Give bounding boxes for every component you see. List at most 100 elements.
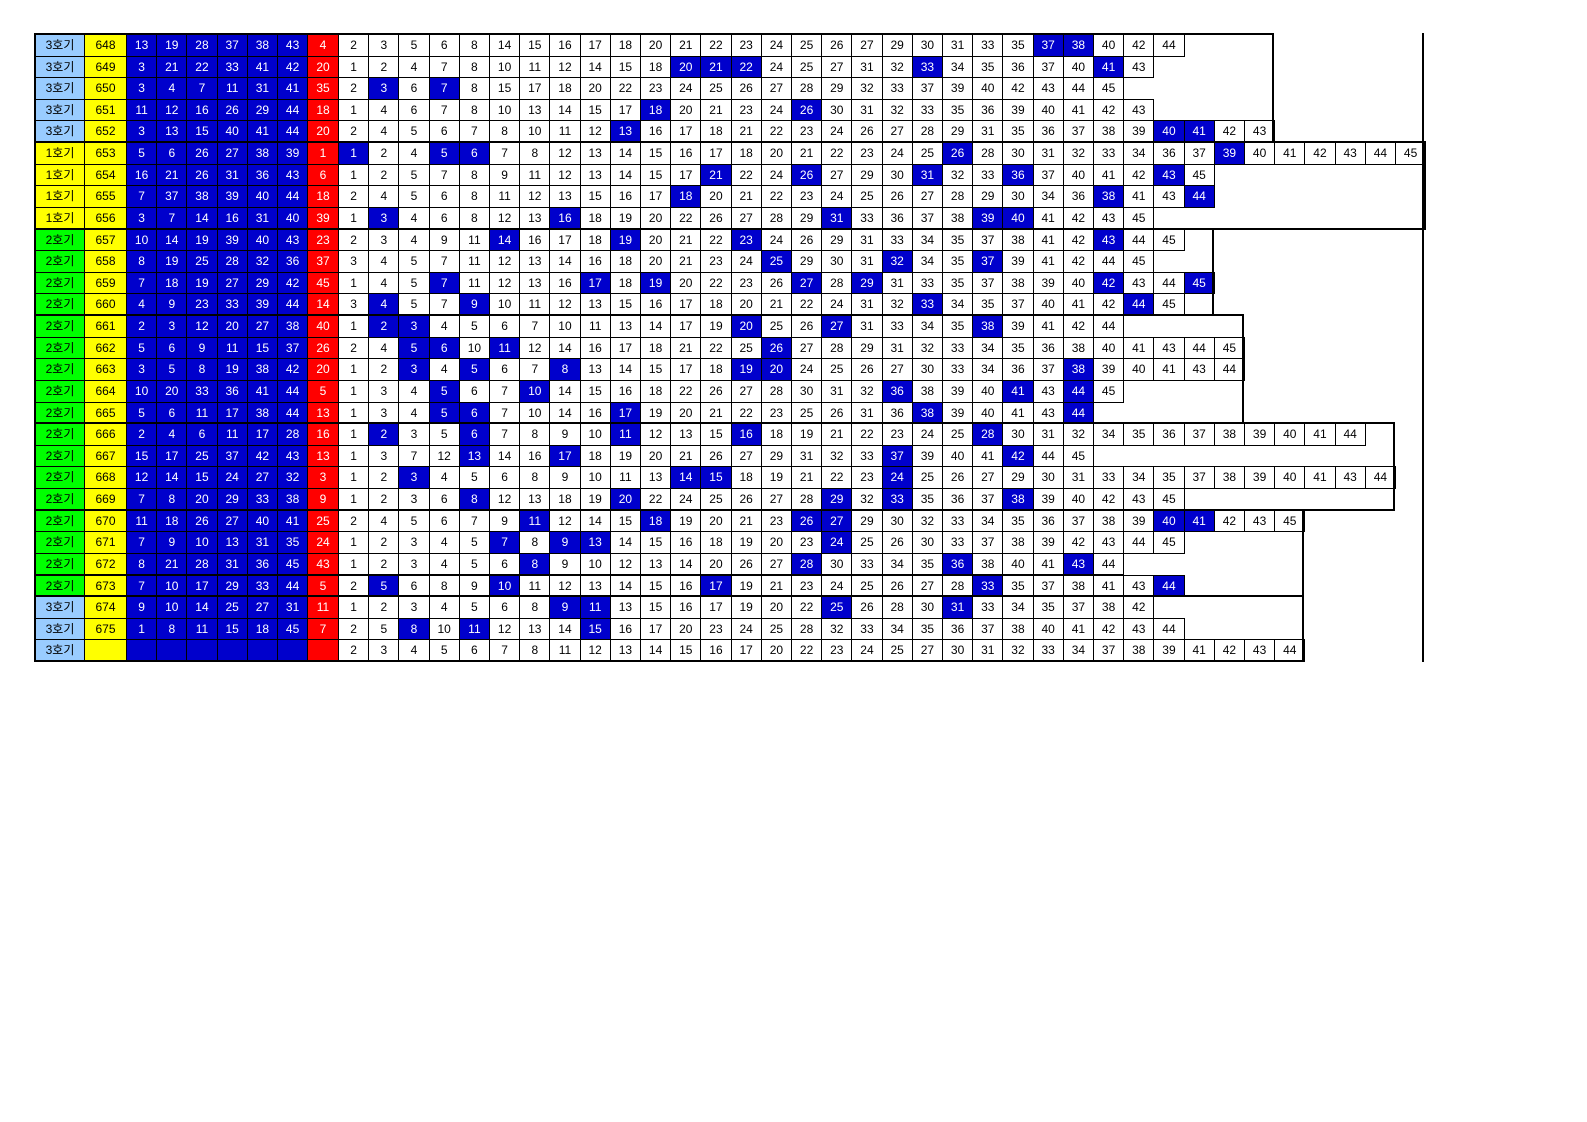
main-number-cell[interactable] [246, 639, 278, 662]
number-cell[interactable]: 39 [1002, 315, 1034, 338]
number-cell[interactable]: 43 [1123, 617, 1155, 641]
highlighted-number-cell[interactable]: 13 [609, 120, 641, 144]
number-cell[interactable]: 28 [942, 185, 974, 208]
main-number-cell[interactable]: 27 [246, 466, 278, 489]
highlighted-number-cell[interactable]: 41 [1183, 120, 1215, 144]
number-cell[interactable]: 19 [609, 206, 641, 230]
number-cell[interactable]: 32 [942, 163, 974, 187]
number-cell[interactable]: 33 [881, 77, 913, 100]
number-cell[interactable]: 42 [1062, 531, 1094, 554]
number-cell[interactable]: 15 [579, 185, 611, 208]
number-cell[interactable]: 28 [972, 142, 1004, 165]
number-cell[interactable]: 6 [458, 379, 490, 403]
number-cell[interactable]: 28 [760, 379, 792, 403]
number-cell[interactable]: 26 [881, 574, 913, 598]
highlighted-number-cell[interactable]: 39 [972, 206, 1004, 230]
highlighted-number-cell[interactable]: 11 [609, 423, 641, 446]
number-cell[interactable]: 22 [700, 228, 732, 252]
number-cell[interactable]: 41 [1032, 552, 1064, 576]
number-cell[interactable]: 35 [942, 271, 974, 295]
main-number-cell[interactable]: 29 [216, 488, 248, 511]
number-cell[interactable]: 29 [760, 444, 792, 468]
number-cell[interactable]: 13 [519, 98, 551, 122]
number-cell[interactable]: 12 [489, 250, 521, 273]
highlighted-number-cell[interactable]: 41 [1002, 379, 1034, 403]
number-cell[interactable]: 5 [458, 596, 490, 619]
number-cell[interactable]: 26 [881, 185, 913, 208]
number-cell[interactable]: 1 [338, 55, 370, 79]
number-cell[interactable]: 17 [640, 185, 672, 208]
number-cell[interactable]: 42 [1093, 488, 1125, 511]
number-cell[interactable]: 28 [821, 271, 853, 295]
number-cell[interactable]: 44 [1364, 142, 1396, 165]
number-cell[interactable]: 34 [1062, 639, 1094, 662]
number-cell[interactable]: 41 [1002, 401, 1034, 425]
number-cell[interactable]: 2 [338, 120, 370, 144]
main-number-cell[interactable]: 27 [216, 142, 248, 165]
number-cell[interactable]: 24 [821, 293, 853, 317]
number-cell[interactable]: 12 [549, 509, 581, 533]
number-cell[interactable]: 33 [1032, 639, 1064, 662]
number-cell[interactable]: 26 [730, 488, 762, 511]
main-number-cell[interactable]: 3 [126, 358, 158, 381]
number-cell[interactable]: 38 [1002, 617, 1034, 641]
main-number-cell[interactable]: 38 [246, 34, 278, 57]
number-cell[interactable]: 10 [519, 120, 551, 144]
highlighted-number-cell[interactable]: 23 [730, 228, 762, 252]
number-cell[interactable]: 11 [519, 163, 551, 187]
number-cell[interactable]: 19 [730, 574, 762, 598]
main-number-cell[interactable]: 43 [277, 444, 309, 468]
number-cell[interactable]: 32 [1062, 142, 1094, 165]
number-cell[interactable]: 22 [700, 336, 732, 360]
main-number-cell[interactable]: 15 [186, 466, 218, 489]
main-number-cell[interactable]: 21 [156, 55, 188, 79]
highlighted-number-cell[interactable]: 21 [700, 55, 732, 79]
number-cell[interactable]: 43 [1244, 120, 1276, 144]
number-cell[interactable]: 4 [398, 206, 430, 230]
number-cell[interactable]: 17 [640, 617, 672, 641]
number-cell[interactable]: 33 [942, 531, 974, 554]
number-cell[interactable]: 8 [458, 55, 490, 79]
main-number-cell[interactable]: 44 [277, 293, 309, 317]
main-number-cell[interactable]: 7 [126, 185, 158, 208]
number-cell[interactable]: 23 [791, 531, 823, 554]
number-cell[interactable]: 33 [881, 315, 913, 338]
number-cell[interactable]: 37 [1032, 358, 1064, 381]
main-number-cell[interactable]: 40 [216, 120, 248, 144]
highlighted-number-cell[interactable]: 31 [911, 163, 943, 187]
number-cell[interactable]: 25 [821, 358, 853, 381]
number-cell[interactable]: 17 [609, 336, 641, 360]
number-cell[interactable]: 13 [609, 639, 641, 662]
highlighted-number-cell[interactable]: 44 [1123, 293, 1155, 317]
number-cell[interactable]: 32 [1062, 423, 1094, 446]
number-cell[interactable]: 27 [881, 120, 913, 144]
number-cell[interactable]: 37 [972, 617, 1004, 641]
main-number-cell[interactable]: 16 [126, 163, 158, 187]
main-number-cell[interactable]: 11 [216, 423, 248, 446]
number-cell[interactable]: 22 [821, 466, 853, 489]
number-cell[interactable]: 28 [791, 488, 823, 511]
number-cell[interactable]: 16 [670, 574, 702, 598]
round-number-cell[interactable]: 669 [84, 488, 127, 511]
number-cell[interactable]: 40 [1062, 488, 1094, 511]
machine-label-cell[interactable]: 2호기 [35, 293, 85, 317]
highlighted-number-cell[interactable]: 36 [1002, 163, 1034, 187]
main-number-cell[interactable]: 14 [186, 596, 218, 619]
number-cell[interactable]: 27 [760, 552, 792, 576]
highlighted-number-cell[interactable]: 25 [821, 596, 853, 619]
number-cell[interactable]: 18 [700, 293, 732, 317]
number-cell[interactable]: 29 [791, 206, 823, 230]
number-cell[interactable]: 5 [428, 639, 460, 662]
number-cell[interactable]: 3 [338, 293, 370, 317]
number-cell[interactable]: 5 [458, 552, 490, 576]
main-number-cell[interactable]: 13 [126, 34, 158, 57]
number-cell[interactable]: 11 [549, 120, 581, 144]
main-number-cell[interactable]: 28 [216, 250, 248, 273]
number-cell[interactable]: 36 [1002, 358, 1034, 381]
number-cell[interactable]: 27 [911, 185, 943, 208]
number-cell[interactable]: 35 [942, 228, 974, 252]
machine-label-cell[interactable]: 2호기 [35, 574, 85, 598]
number-cell[interactable]: 36 [881, 401, 913, 425]
number-cell[interactable]: 3 [338, 250, 370, 273]
number-cell[interactable]: 23 [881, 423, 913, 446]
